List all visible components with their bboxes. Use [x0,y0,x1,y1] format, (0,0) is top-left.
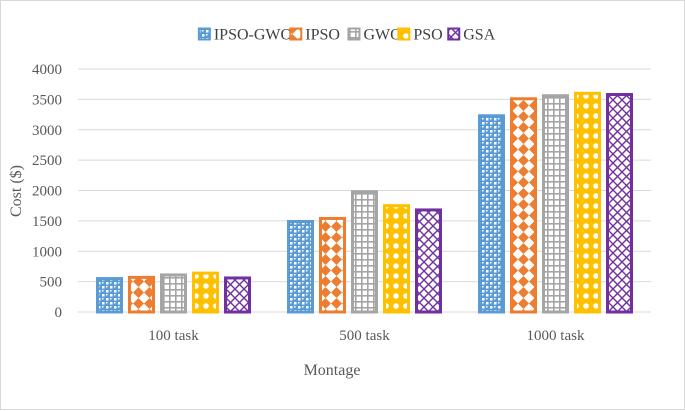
bar-ipso-100-task [128,275,155,314]
bar-ipso-gwo-100-task [96,277,123,314]
y-tick-label: 3000 [32,123,62,139]
y-tick-label: 4000 [32,62,62,78]
x-tick-label: 100 task [148,328,199,344]
bar-ipso-gwo-1000-task [478,114,505,314]
x-tick-labels: 100 task 500 task 1000 task [148,328,585,344]
y-tick-label: 500 [40,275,63,291]
bars [96,91,633,314]
legend-label-gwo: GWO [363,27,401,44]
legend-swatch-pso [397,27,411,41]
bar-gwo-1000-task [542,94,569,314]
bar-gwo-500-task [351,190,378,314]
y-tick-label: 1000 [32,244,62,260]
legend-swatch-gsa [447,27,461,41]
bar-gsa-100-task [224,276,251,314]
bar-gwo-100-task [160,273,187,314]
legend: IPSO-GWO IPSO GWO PSO GSA [197,27,496,44]
x-tick-label: 500 task [339,328,390,344]
x-tick-label: 1000 task [527,328,585,344]
legend-label-pso: PSO [413,27,442,44]
bar-pso-100-task [192,271,219,314]
bar-gsa-1000-task [606,93,633,314]
y-tick-labels: 0 500 1000 1500 2000 2500 3000 3500 4000 [32,62,62,321]
y-tick-label: 2500 [32,153,62,169]
legend-label-ipso-gwo: IPSO-GWO [214,27,292,44]
y-axis-title: Cost ($) [8,165,25,217]
legend-label-gsa: GSA [463,27,495,44]
legend-swatch-gwo [347,27,361,41]
y-tick-label: 0 [55,305,63,321]
x-axis-title: Montage [304,362,361,379]
bar-ipso-1000-task [510,97,537,314]
bar-gsa-500-task [415,208,442,314]
legend-swatch-ipso [289,27,303,41]
legend-swatch-ipso-gwo [197,27,211,41]
bar-pso-500-task [383,204,410,314]
bar-ipso-500-task [319,216,346,314]
y-tick-label: 3500 [32,92,62,108]
bar-ipso-gwo-500-task [287,219,314,314]
y-tick-label: 1500 [32,214,62,230]
bar-pso-1000-task [574,91,601,314]
legend-label-ipso: IPSO [305,27,340,44]
y-tick-label: 2000 [32,184,62,200]
